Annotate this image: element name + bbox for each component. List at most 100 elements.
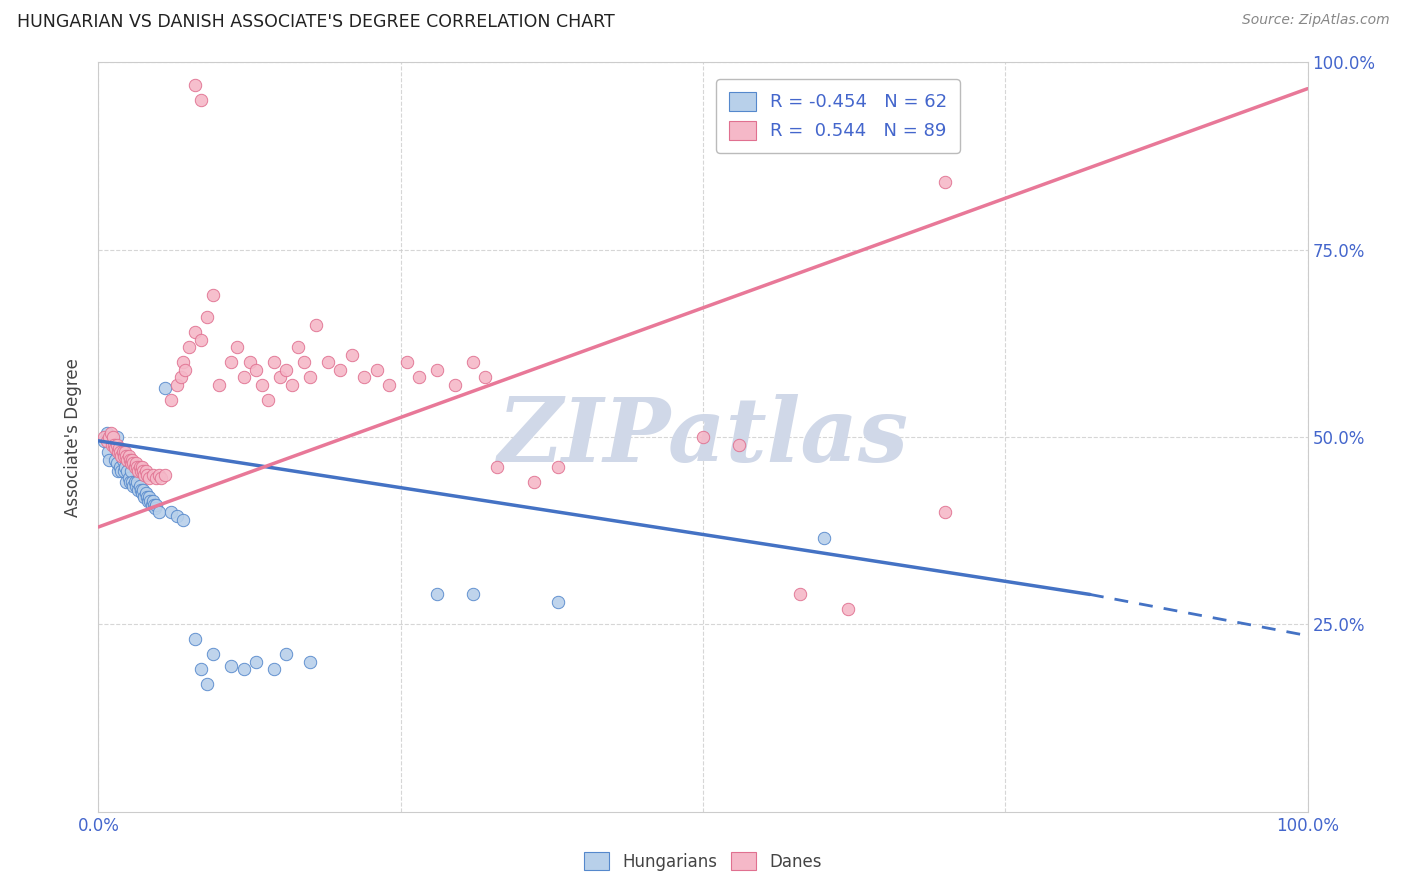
Point [269,370,291,384]
Point [474,370,496,384]
Point [103,437,125,451]
Point [463,355,485,369]
Point [299,655,322,669]
Point [292,355,315,369]
Point [789,587,811,601]
Point [232,662,254,676]
Point [105,456,128,470]
Point [118,475,141,489]
Point [190,93,212,107]
Point [160,392,183,407]
Point [125,479,148,493]
Point [692,430,714,444]
Point [145,471,167,485]
Point [117,464,139,478]
Point [124,475,146,489]
Point [122,479,145,493]
Point [131,460,153,475]
Point [93,430,115,444]
Point [148,467,170,482]
Point [101,430,124,444]
Point [135,467,157,482]
Point [112,464,135,478]
Point [316,355,339,369]
Text: Source: ZipAtlas.com: Source: ZipAtlas.com [1241,13,1389,28]
Point [114,460,136,475]
Point [728,437,751,451]
Point [172,512,194,526]
Point [124,460,146,475]
Point [837,602,859,616]
Point [125,456,148,470]
Point [160,505,183,519]
Point [221,658,243,673]
Point [115,449,138,463]
Point [118,449,141,463]
Point [97,445,120,459]
Point [132,483,155,497]
Point [143,501,166,516]
Point [208,377,231,392]
Point [547,595,569,609]
Point [138,471,160,485]
Point [135,486,157,500]
Point [305,318,328,332]
Point [226,340,249,354]
Point [121,452,143,467]
Point [122,456,145,470]
Point [128,460,150,475]
Point [120,456,142,470]
Point [813,531,835,545]
Point [281,377,304,392]
Point [179,340,201,354]
Point [100,430,122,444]
Point [104,452,127,467]
Point [128,479,150,493]
Y-axis label: Associate's Degree: Associate's Degree [65,358,83,516]
Point [934,505,956,519]
Point [174,362,197,376]
Point [426,587,449,601]
Point [256,392,278,407]
Point [135,490,157,504]
Point [184,632,207,647]
Point [104,442,127,456]
Point [127,460,149,475]
Point [103,437,125,451]
Point [111,452,134,467]
Point [486,460,509,475]
Point [148,505,170,519]
Point [112,449,135,463]
Point [138,490,160,504]
Point [377,377,399,392]
Point [107,445,129,459]
Point [547,460,569,475]
Point [263,662,285,676]
Point [134,467,156,482]
Point [934,175,956,189]
Point [408,370,430,384]
Point [153,381,176,395]
Point [110,464,132,478]
Point [142,493,165,508]
Point [110,449,132,463]
Point [98,430,121,444]
Text: ZIPatlas: ZIPatlas [498,394,908,480]
Point [132,464,155,478]
Point [426,362,449,376]
Point [96,426,118,441]
Point [353,370,375,384]
Point [121,475,143,489]
Point [139,493,162,508]
Point [129,464,152,478]
Point [274,648,297,662]
Point [115,475,138,489]
Point [287,340,309,354]
Point [166,508,188,523]
Point [395,355,418,369]
Point [145,498,167,512]
Point [250,377,273,392]
Point [129,483,152,497]
Point [100,437,122,451]
Point [142,467,165,482]
